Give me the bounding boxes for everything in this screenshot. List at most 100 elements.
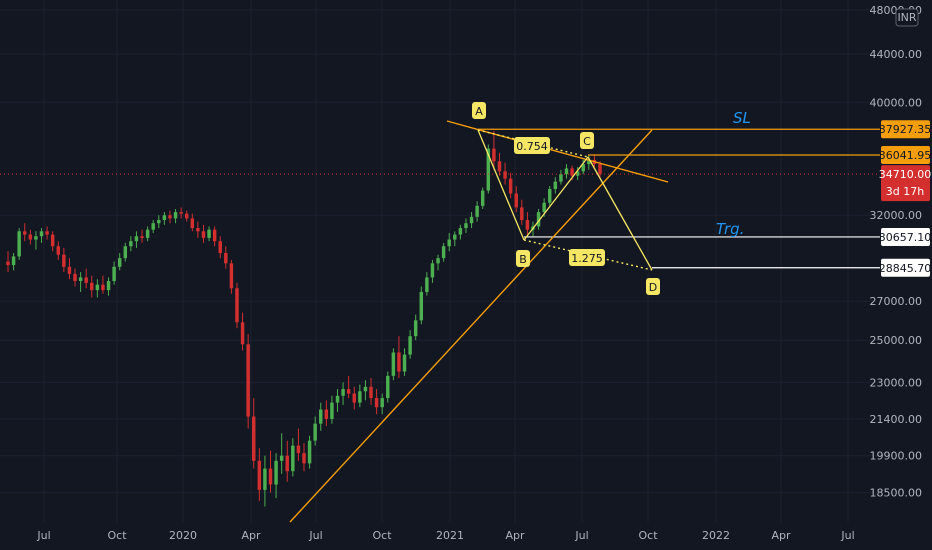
candle-down bbox=[346, 375, 351, 399]
candle-up bbox=[291, 438, 295, 477]
level-price-badge bbox=[881, 258, 930, 277]
candle-body bbox=[486, 148, 491, 191]
candle-up bbox=[363, 380, 368, 401]
point-label-a: A bbox=[475, 105, 483, 118]
candle-up bbox=[480, 187, 485, 209]
candle-up bbox=[162, 212, 167, 225]
price-tick-label: 21400.00 bbox=[870, 413, 923, 426]
candle-body bbox=[224, 253, 228, 264]
candle-body bbox=[196, 228, 200, 232]
candle-body bbox=[6, 261, 10, 266]
level-price-label: 36041.95 bbox=[879, 149, 932, 162]
candle-up bbox=[117, 253, 122, 271]
candle-body bbox=[207, 229, 211, 238]
candle-body bbox=[542, 202, 546, 213]
candle-down bbox=[503, 162, 507, 185]
candle-down bbox=[520, 199, 524, 225]
currency-badge[interactable]: INR bbox=[895, 8, 919, 27]
candle-down bbox=[168, 210, 172, 224]
candle-body bbox=[408, 336, 412, 355]
candle-down bbox=[196, 221, 200, 238]
candle-body bbox=[469, 216, 474, 224]
candle-body bbox=[391, 352, 396, 376]
candle-body bbox=[56, 246, 60, 255]
candle-body bbox=[374, 398, 379, 408]
candle-body bbox=[179, 212, 183, 214]
candle-down bbox=[285, 440, 289, 482]
candle-body bbox=[134, 236, 139, 242]
candle-up bbox=[458, 224, 463, 240]
time-tick-label: Jul bbox=[574, 529, 588, 542]
candle-down bbox=[240, 312, 245, 351]
candle-up bbox=[263, 455, 267, 507]
candle-body bbox=[341, 389, 345, 396]
candle-down bbox=[296, 428, 301, 461]
price-tick-label: 19900.00 bbox=[870, 450, 923, 463]
candle-body bbox=[559, 174, 563, 182]
candle-body bbox=[23, 231, 27, 235]
candle-up bbox=[430, 259, 435, 283]
time-axis[interactable]: Jul Oct 2020 Apr Jul Oct 2021 Apr Jul Oct 2022 Apr J… bbox=[36, 529, 854, 542]
candle-body bbox=[324, 409, 329, 419]
candle-down bbox=[246, 334, 250, 429]
candle-down bbox=[56, 241, 60, 260]
candle-down bbox=[190, 213, 195, 232]
candle-body bbox=[157, 220, 161, 224]
candle-body bbox=[508, 178, 513, 194]
candle-up bbox=[536, 208, 541, 230]
level-price-label: 37927.35 bbox=[879, 123, 932, 136]
stop-loss-annotation: SL bbox=[733, 109, 751, 127]
candle-body bbox=[525, 220, 530, 230]
pattern-leg-bc bbox=[523, 156, 589, 241]
candle-body bbox=[536, 212, 541, 227]
candle-body bbox=[28, 234, 33, 240]
candle-up bbox=[207, 226, 211, 242]
candle-down bbox=[252, 398, 256, 469]
candle-body bbox=[492, 148, 496, 162]
price-tick-label: 25000.00 bbox=[870, 334, 923, 347]
grid bbox=[0, 0, 880, 522]
price-tick-label: 23000.00 bbox=[870, 376, 923, 389]
candle-body bbox=[112, 266, 116, 282]
candle-up bbox=[112, 261, 116, 285]
candle-body bbox=[34, 236, 38, 240]
candle-body bbox=[564, 168, 569, 175]
time-tick-label: Jul bbox=[840, 529, 854, 542]
candle-body bbox=[201, 231, 206, 238]
candle-up bbox=[453, 231, 457, 247]
candle-up bbox=[151, 220, 155, 233]
candle-body bbox=[419, 291, 424, 321]
candle-body bbox=[50, 234, 55, 247]
candle-down bbox=[67, 258, 72, 280]
pattern-drawings: 0.754 1.275 A B C D bbox=[0, 102, 880, 523]
candle-down bbox=[140, 229, 144, 243]
candle-body bbox=[352, 393, 356, 403]
candle-body bbox=[101, 284, 105, 291]
candle-body bbox=[302, 453, 306, 464]
candle-up bbox=[335, 389, 340, 412]
candle-down bbox=[6, 251, 10, 273]
candle-body bbox=[581, 164, 585, 172]
currency-label: INR bbox=[897, 11, 916, 24]
price-tick-label: 32000.00 bbox=[870, 209, 923, 222]
point-label-d: D bbox=[649, 281, 657, 294]
current-price-badge bbox=[881, 165, 930, 202]
time-tick-label: 2020 bbox=[169, 529, 197, 542]
candle-down bbox=[374, 389, 379, 415]
candle-up bbox=[313, 416, 317, 446]
fib-label: 0.754 bbox=[516, 140, 548, 153]
candle-body bbox=[39, 231, 44, 237]
candle-body bbox=[67, 266, 72, 274]
candle-up bbox=[475, 201, 479, 222]
candle-down bbox=[257, 448, 262, 501]
candle-down bbox=[62, 247, 66, 273]
candle-body bbox=[319, 409, 323, 424]
candle-up bbox=[419, 286, 424, 325]
price-axis[interactable]: 48000.0044000.0040000.0032000.0027000.00… bbox=[870, 4, 932, 500]
candle-down bbox=[179, 207, 183, 219]
candle-down bbox=[224, 246, 228, 269]
candle-body bbox=[307, 440, 312, 464]
candle-down bbox=[50, 231, 55, 252]
candle-body bbox=[129, 241, 133, 247]
